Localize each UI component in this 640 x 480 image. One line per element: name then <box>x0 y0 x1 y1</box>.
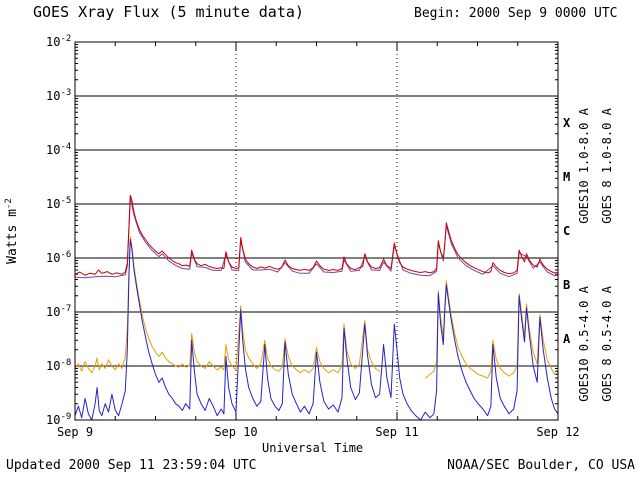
y-tick-label: 10-9 <box>46 412 71 427</box>
flare-class-label: X <box>563 116 571 130</box>
chart-title: GOES Xray Flux (5 minute data) <box>33 3 304 21</box>
series-line-goes8-long <box>74 194 559 276</box>
y-tick-label: 10-5 <box>46 196 71 211</box>
y-axis-title: Watts m-2 <box>4 198 20 264</box>
y-tick-label: 10-4 <box>46 142 71 157</box>
x-tick-label: Sep 9 <box>57 425 93 439</box>
legend-label-goes8-short: GOES 8 0.5-4.0 A <box>600 285 614 401</box>
series-line-goes10-long <box>74 197 559 279</box>
updated-timestamp: Updated 2000 Sep 11 23:59:04 UTC <box>6 458 257 473</box>
y-tick-label: 10-8 <box>46 358 71 373</box>
series-line-goes8-short <box>74 239 559 421</box>
credit-label: NOAA/SEC Boulder, CO USA <box>447 458 635 473</box>
x-tick-label: Sep 10 <box>214 425 257 439</box>
flare-class-label: C <box>563 224 570 238</box>
y-tick-label: 10-2 <box>46 34 71 49</box>
x-tick-label: Sep 11 <box>375 425 418 439</box>
legend-label-goes10-short: GOES10 0.5-4.0 A <box>577 285 591 401</box>
plot-frame <box>74 41 559 421</box>
y-tick-label: 10-6 <box>46 250 71 265</box>
flare-class-label: B <box>563 278 570 292</box>
x-axis-title: Universal Time <box>262 441 364 455</box>
legend-label-goes10-long: GOES10 1.0-8.0 A <box>577 107 591 223</box>
legend-label-goes8-long: GOES 8 1.0-8.0 A <box>600 107 614 223</box>
flare-class-label: M <box>563 170 570 184</box>
x-tick-label: Sep 12 <box>536 425 579 439</box>
flare-class-label: A <box>563 332 571 346</box>
begin-label: Begin: 2000 Sep 9 0000 UTC <box>414 6 618 21</box>
y-tick-label: 10-3 <box>46 88 71 103</box>
y-tick-label: 10-7 <box>46 304 71 319</box>
